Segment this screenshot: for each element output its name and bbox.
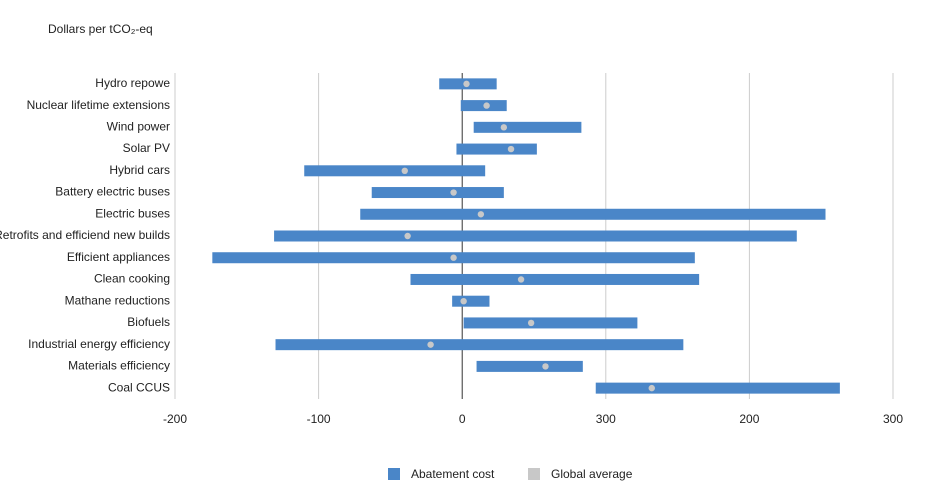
- range-bar: [595, 382, 840, 394]
- average-dot: [507, 145, 515, 153]
- y-tick-label: Hybrid cars: [109, 163, 170, 177]
- y-tick-label: Biofuels: [127, 315, 170, 329]
- x-tick-label: 200: [739, 412, 759, 426]
- average-dot: [460, 298, 467, 305]
- average-dot: [401, 167, 408, 174]
- average-dot: [517, 276, 525, 283]
- legend-label: Global average: [551, 467, 633, 481]
- y-tick-label: Battery electric buses: [55, 185, 170, 199]
- axis-title: Dollars per tCO₂-eq: [48, 22, 153, 36]
- average-dot: [463, 80, 470, 88]
- y-tick-label: Hydro repowe: [95, 76, 170, 90]
- range-bar: [456, 143, 537, 155]
- y-tick-label: Nuclear lifetime extensions: [27, 98, 170, 112]
- range-bar: [275, 339, 684, 351]
- y-tick-label: Coal CCUS: [108, 380, 170, 394]
- range-bar: [476, 360, 583, 372]
- average-dot: [483, 102, 490, 109]
- y-tick-label: Mathane reductions: [65, 293, 170, 307]
- range-bar: [304, 165, 486, 177]
- x-tick-label: 0: [459, 412, 466, 426]
- range-bar: [452, 295, 490, 307]
- average-dot: [477, 211, 485, 218]
- average-dot: [427, 341, 434, 348]
- average-dot: [404, 232, 411, 240]
- x-tick-label: -100: [307, 412, 331, 426]
- y-tick-label: Retrofits and efficiend new builds: [0, 228, 170, 242]
- range-bar: [473, 121, 582, 133]
- legend-swatch: [528, 468, 540, 480]
- range-bar: [274, 230, 797, 242]
- y-tick-label: Wind power: [107, 120, 170, 134]
- average-dot: [500, 124, 508, 131]
- range-bar: [410, 273, 700, 285]
- y-tick-label: Electric buses: [95, 206, 170, 220]
- y-tick-label: Solar PV: [123, 141, 170, 155]
- y-tick-label: Clean cooking: [94, 272, 170, 286]
- average-dot: [542, 363, 549, 370]
- x-tick-label: -200: [163, 412, 187, 426]
- range-bar: [371, 187, 504, 199]
- legend-label: Abatement cost: [411, 467, 495, 481]
- y-tick-label: Efficient appliances: [67, 250, 170, 264]
- x-tick-label: 300: [883, 412, 903, 426]
- x-tick-label: 300: [596, 412, 616, 426]
- legend-swatch: [388, 468, 400, 480]
- range-bar: [463, 317, 638, 329]
- y-tick-label: Industrial energy efficiency: [28, 337, 170, 351]
- average-dot: [527, 319, 535, 327]
- range-bar: [360, 208, 826, 220]
- average-dot: [450, 189, 457, 196]
- average-dot: [648, 384, 655, 392]
- average-dot: [450, 254, 457, 261]
- y-tick-label: Materials efficiency: [68, 359, 170, 373]
